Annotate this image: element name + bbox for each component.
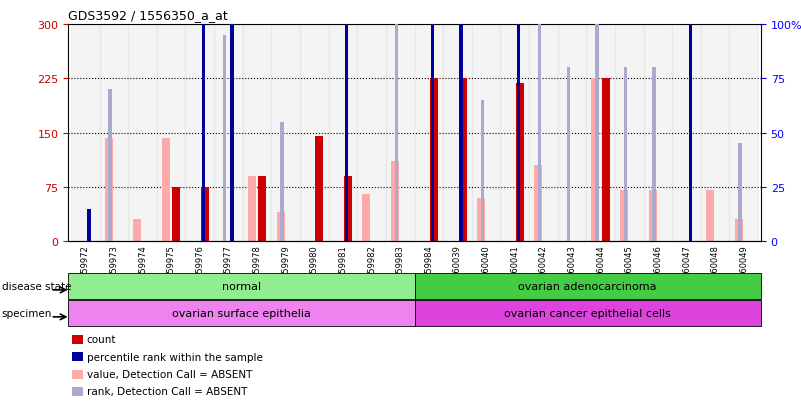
- Bar: [672, 25, 701, 242]
- Text: ovarian surface epithelia: ovarian surface epithelia: [172, 309, 311, 318]
- Text: percentile rank within the sample: percentile rank within the sample: [87, 352, 263, 362]
- Bar: [557, 25, 586, 242]
- Bar: [272, 25, 300, 242]
- Bar: [316, 137, 324, 242]
- Bar: [472, 25, 501, 242]
- Bar: [201, 188, 209, 242]
- Bar: [529, 25, 557, 242]
- Bar: [386, 25, 414, 242]
- Bar: [280, 122, 284, 242]
- Bar: [739, 144, 742, 242]
- Bar: [162, 138, 170, 242]
- Bar: [328, 25, 357, 242]
- Bar: [68, 274, 415, 299]
- Bar: [415, 25, 443, 242]
- Bar: [701, 25, 730, 242]
- Bar: [595, 0, 598, 242]
- Bar: [430, 79, 438, 242]
- Text: count: count: [87, 335, 116, 344]
- Bar: [128, 25, 157, 242]
- Bar: [243, 25, 272, 242]
- Bar: [415, 301, 761, 326]
- Bar: [248, 177, 256, 242]
- Bar: [653, 68, 656, 242]
- Bar: [214, 25, 243, 242]
- Bar: [186, 25, 214, 242]
- Bar: [357, 25, 386, 242]
- Bar: [345, 25, 348, 242]
- Bar: [501, 25, 529, 242]
- Bar: [157, 25, 186, 242]
- Bar: [481, 101, 484, 242]
- Bar: [415, 274, 761, 299]
- Bar: [534, 166, 542, 242]
- Bar: [459, 79, 467, 242]
- Bar: [276, 213, 284, 242]
- Bar: [620, 191, 628, 242]
- Bar: [649, 191, 657, 242]
- Bar: [602, 79, 610, 242]
- Bar: [586, 25, 615, 242]
- Text: rank, Detection Call = ABSENT: rank, Detection Call = ABSENT: [87, 387, 247, 396]
- Bar: [516, 84, 524, 242]
- Bar: [538, 0, 541, 242]
- Bar: [431, 0, 434, 242]
- Text: ovarian adenocarcinoma: ovarian adenocarcinoma: [518, 282, 657, 292]
- Bar: [99, 25, 128, 242]
- Bar: [395, 0, 398, 242]
- Bar: [443, 25, 472, 242]
- Bar: [706, 191, 714, 242]
- Bar: [300, 25, 328, 242]
- Bar: [615, 25, 643, 242]
- Bar: [258, 177, 266, 242]
- Bar: [362, 195, 370, 242]
- Bar: [517, 0, 520, 242]
- Bar: [735, 220, 743, 242]
- Bar: [231, 0, 234, 242]
- Bar: [624, 68, 627, 242]
- Bar: [68, 301, 415, 326]
- Bar: [344, 177, 352, 242]
- Text: specimen: specimen: [2, 309, 52, 318]
- Bar: [105, 138, 113, 242]
- Bar: [172, 188, 180, 242]
- Bar: [566, 68, 570, 242]
- Text: value, Detection Call = ABSENT: value, Detection Call = ABSENT: [87, 369, 252, 379]
- Bar: [202, 0, 205, 242]
- Bar: [730, 25, 758, 242]
- Text: normal: normal: [222, 282, 261, 292]
- Bar: [460, 0, 463, 242]
- Text: disease state: disease state: [2, 282, 71, 292]
- Bar: [71, 25, 99, 242]
- Bar: [689, 0, 692, 242]
- Text: ovarian cancer epithelial cells: ovarian cancer epithelial cells: [505, 309, 671, 318]
- Text: GDS3592 / 1556350_a_at: GDS3592 / 1556350_a_at: [68, 9, 227, 22]
- Bar: [477, 198, 485, 242]
- Bar: [643, 25, 672, 242]
- Bar: [591, 79, 599, 242]
- Bar: [87, 209, 91, 242]
- Bar: [108, 90, 112, 242]
- Bar: [391, 162, 399, 242]
- Bar: [133, 220, 142, 242]
- Bar: [223, 36, 227, 242]
